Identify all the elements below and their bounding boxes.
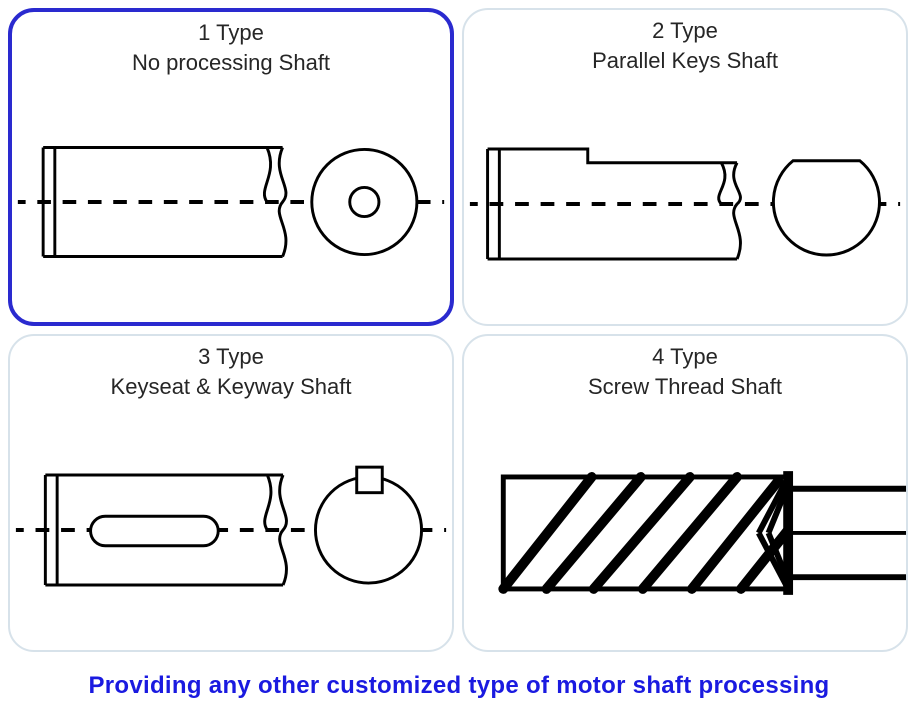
panel-type-4: 4 Type Screw Thread Shaft	[462, 334, 908, 652]
panel-2-diagram	[464, 84, 906, 324]
panel-1-title: 1 Type No processing Shaft	[12, 12, 450, 77]
panel-grid: 1 Type No processing Shaft	[0, 0, 918, 652]
panel-3-title: 3 Type Keyseat & Keyway Shaft	[10, 336, 452, 401]
panel-3-diagram	[10, 410, 452, 650]
panel-4-title: 4 Type Screw Thread Shaft	[464, 336, 906, 401]
shaft-plain-diagram	[12, 82, 450, 322]
panel-type-1: 1 Type No processing Shaft	[8, 8, 454, 326]
panel-3-title-line1: 3 Type	[198, 344, 264, 369]
panel-1-diagram	[12, 82, 450, 322]
panel-4-title-line2: Screw Thread Shaft	[588, 374, 782, 399]
shaft-screw-thread-diagram	[464, 410, 906, 650]
shaft-keyseat-diagram	[10, 410, 452, 650]
panel-2-title-line2: Parallel Keys Shaft	[592, 48, 778, 73]
panel-type-3: 3 Type Keyseat & Keyway Shaft	[8, 334, 454, 652]
panel-4-diagram	[464, 410, 906, 650]
footer-text: Providing any other customized type of m…	[0, 652, 918, 712]
panel-1-title-line2: No processing Shaft	[132, 50, 330, 75]
panel-4-title-line1: 4 Type	[652, 344, 718, 369]
panel-2-title-line1: 2 Type	[652, 18, 718, 43]
panel-1-title-line1: 1 Type	[198, 20, 264, 45]
panel-2-title: 2 Type Parallel Keys Shaft	[464, 10, 906, 75]
shaft-parallel-key-diagram	[464, 84, 906, 324]
panel-type-2: 2 Type Parallel Keys Shaft	[462, 8, 908, 326]
panel-3-title-line2: Keyseat & Keyway Shaft	[111, 374, 352, 399]
